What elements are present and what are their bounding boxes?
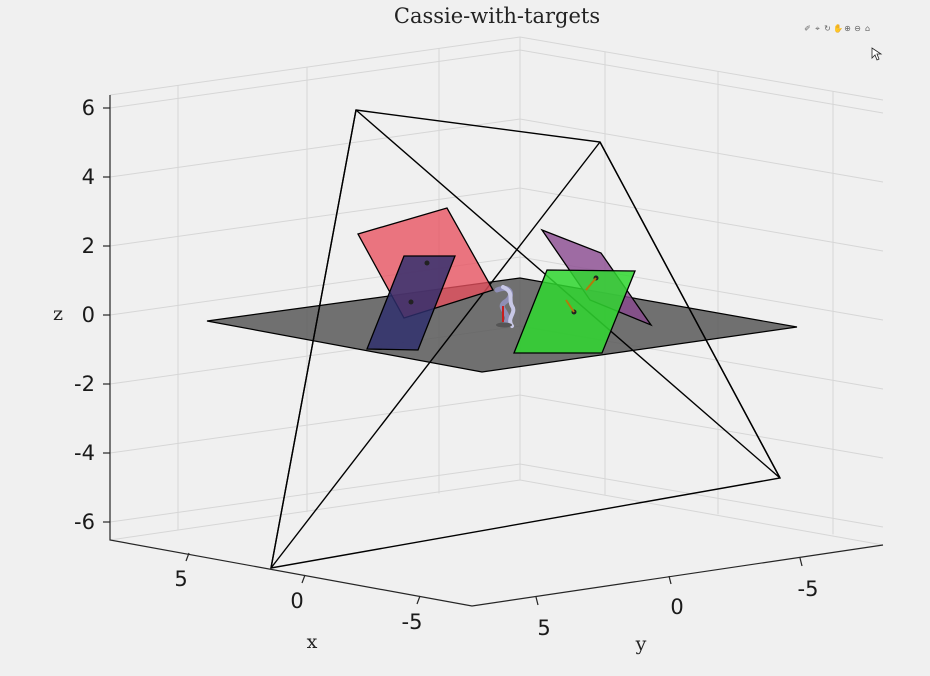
cassie-robot [494, 285, 516, 328]
y-axis-label: y [635, 633, 647, 655]
z-tick-label: 2 [82, 234, 95, 258]
z-axis-ticks: 6 4 2 0 -2 -4 -6 [74, 96, 110, 534]
pan-icon[interactable]: ✋ [833, 24, 843, 33]
z-tick-label: 6 [82, 96, 95, 120]
y-axis-ticks: 5 0 -5 [535, 557, 819, 640]
x-tick-label: 5 [174, 567, 187, 591]
zoom-in-icon[interactable]: ⊕ [844, 24, 851, 33]
z-tick-label: -4 [74, 441, 95, 465]
target-markers [408, 260, 599, 315]
rotate-icon[interactable]: ↻ [824, 24, 831, 33]
chart-title: Cassie-with-targets [394, 4, 600, 28]
axes [109, 95, 884, 607]
zoom-out-icon[interactable]: ⊖ [854, 24, 861, 33]
camera-frustum-front [270, 109, 781, 569]
z-axis-label: z [53, 303, 63, 325]
cursor-icon [871, 47, 883, 61]
y-tick-label: -5 [798, 577, 819, 601]
y-tick-label: 5 [537, 616, 550, 640]
axes-toolbar: ✐ ⌖ ↻ ✋ ⊕ ⊖ ⌂ [803, 24, 872, 36]
z-tick-label: -2 [74, 372, 95, 396]
x-tick-label: 0 [290, 589, 303, 613]
home-icon[interactable]: ⌂ [864, 24, 871, 33]
z-tick-label: 0 [82, 303, 95, 327]
y-tick-label: 0 [670, 595, 683, 619]
z-tick-label: 4 [82, 165, 95, 189]
data-tip-icon[interactable]: ⌖ [815, 24, 820, 33]
z-tick-label: -6 [74, 510, 95, 534]
brush-icon[interactable]: ✐ [804, 24, 811, 33]
x-axis-ticks: 5 0 -5 [174, 552, 423, 634]
x-tick-label: -5 [402, 610, 423, 634]
x-axis-label: x [307, 631, 318, 653]
grid-back-walls [109, 36, 884, 546]
